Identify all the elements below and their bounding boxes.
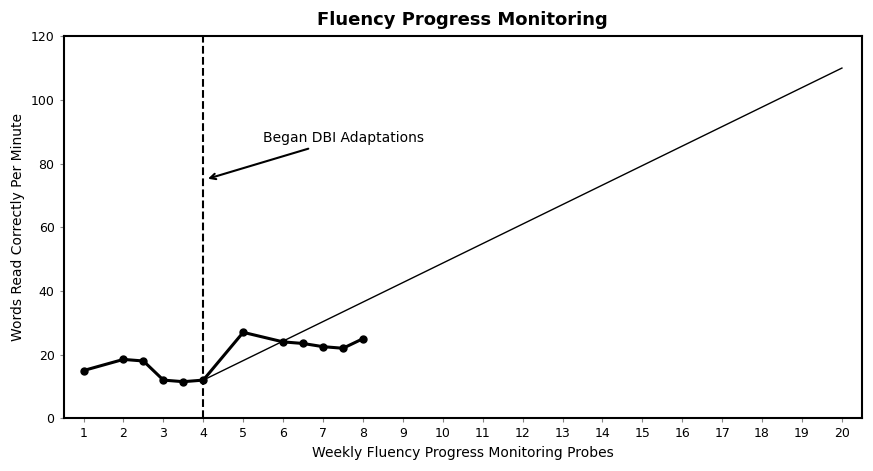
Y-axis label: Words Read Correctly Per Minute: Words Read Correctly Per Minute: [11, 113, 25, 341]
Title: Fluency Progress Monitoring: Fluency Progress Monitoring: [318, 11, 608, 29]
Text: Began DBI Adaptations: Began DBI Adaptations: [210, 131, 424, 179]
X-axis label: Weekly Fluency Progress Monitoring Probes: Weekly Fluency Progress Monitoring Probe…: [312, 446, 614, 460]
